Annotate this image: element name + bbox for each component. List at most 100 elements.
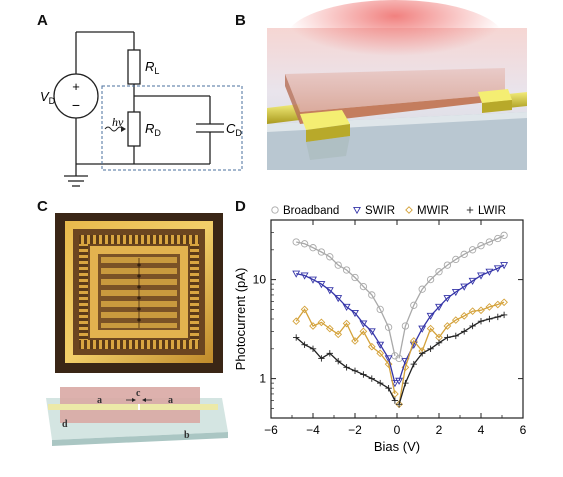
- data-point-mwir: [367, 342, 376, 351]
- fit-line-broadband-positive: [398, 234, 505, 359]
- data-point-swir: [317, 281, 326, 289]
- chart-legend: Broadband SWIR MWIR LWIR: [271, 205, 506, 217]
- data-point-mwir: [317, 318, 326, 327]
- data-point-broadband: [443, 261, 452, 269]
- data-point-swir: [443, 295, 452, 303]
- source-plus: +: [72, 79, 80, 94]
- data-point-mwir: [468, 307, 477, 315]
- device-label-a-left: a: [97, 395, 102, 406]
- x-tick-label: 4: [478, 423, 485, 437]
- data-point-broadband: [326, 253, 334, 261]
- fit-line-mwir-positive: [398, 301, 505, 405]
- data-point-broadband: [410, 301, 418, 309]
- panel-letter-a: A: [37, 12, 48, 29]
- fit-line-mwir-negative: [295, 308, 396, 395]
- data-point-broadband: [334, 261, 342, 269]
- device-label-c: c: [136, 388, 141, 399]
- legend-label-broadband: Broadband: [283, 205, 339, 217]
- data-point-swir: [435, 303, 443, 312]
- data-point-swir: [334, 295, 343, 303]
- data-point-broadband: [426, 275, 435, 284]
- y-tick-label: 10: [253, 273, 267, 287]
- data-point-swir: [359, 320, 368, 328]
- data-point-swir: [367, 328, 376, 336]
- data-point-broadband: [435, 268, 443, 276]
- data-point-swir: [395, 377, 404, 385]
- data-point-swir: [451, 288, 460, 297]
- data-point-swir: [351, 309, 359, 318]
- data-point-swir: [342, 303, 351, 312]
- data-point-broadband: [485, 238, 494, 246]
- data-point-broadband: [500, 231, 508, 239]
- data-point-broadband: [418, 285, 426, 293]
- data-point-mwir: [292, 317, 301, 326]
- device-3d-render: [267, 0, 527, 170]
- data-point-mwir: [426, 324, 435, 333]
- data-point-mwir: [391, 390, 399, 398]
- x-tick-label: 2: [436, 423, 443, 437]
- data-point-swir: [426, 312, 435, 321]
- data-point-broadband: [494, 234, 502, 243]
- data-point-broadband: [468, 246, 477, 254]
- data-point-swir: [418, 325, 427, 333]
- y-tick-label: 1: [259, 372, 266, 386]
- source-minus: −: [72, 97, 80, 113]
- data-point-broadband: [309, 244, 317, 252]
- data-point-broadband: [342, 266, 351, 274]
- data-point-mwir: [300, 305, 309, 314]
- data-point-mwir: [351, 337, 359, 345]
- cd-label: CD: [226, 121, 242, 138]
- panel-letter-d: D: [235, 198, 246, 215]
- hv-label: hν: [112, 115, 124, 129]
- data-point-swir: [325, 287, 334, 295]
- chart-fit-lines: [295, 234, 505, 405]
- data-point-mwir: [500, 298, 508, 307]
- detector-dashed-box: [101, 85, 243, 171]
- data-point-mwir: [359, 327, 368, 336]
- data-point-swir: [384, 355, 393, 363]
- fit-line-lwir-positive: [398, 314, 505, 405]
- rl-label: RL: [145, 59, 159, 76]
- fit-line-swir-negative: [296, 272, 396, 384]
- data-point-broadband: [460, 250, 468, 258]
- resistor-rd-icon: [127, 111, 141, 147]
- legend-marker-lwir: [466, 206, 474, 214]
- chart-ticks: −6 −4 −2 0 2 4 6 1 10: [253, 220, 527, 437]
- device-label-b: b: [184, 430, 190, 441]
- x-tick-label: −6: [264, 423, 278, 437]
- chart-ylabel: Photocurrent (pA): [233, 268, 248, 371]
- panel-letter-b: B: [235, 12, 246, 29]
- x-tick-label: −2: [348, 423, 362, 437]
- x-tick-label: 6: [520, 423, 527, 437]
- data-point-broadband: [376, 305, 384, 314]
- legend-label-mwir: MWIR: [417, 205, 449, 217]
- data-point-mwir: [342, 319, 351, 328]
- data-point-broadband: [292, 238, 300, 246]
- data-point-broadband: [477, 242, 485, 250]
- fit-line-broadband-negative: [296, 241, 396, 356]
- photon-wavy-arrow-icon: [104, 126, 124, 132]
- data-point-broadband: [300, 240, 309, 248]
- device-label-d: d: [62, 419, 68, 430]
- data-point-broadband: [317, 248, 326, 256]
- x-tick-label: 0: [394, 423, 401, 437]
- data-point-broadband: [368, 291, 376, 299]
- x-tick-label: −4: [306, 423, 320, 437]
- legend-marker-broadband: [271, 206, 279, 214]
- data-point-mwir: [384, 360, 393, 368]
- circuit-diagram: + − hν VD RL RD CD: [40, 31, 243, 187]
- panel-letter-c: C: [37, 198, 48, 215]
- rd-label: RD: [145, 121, 161, 138]
- legend-marker-mwir: [405, 206, 413, 214]
- vd-label: VD: [40, 89, 56, 106]
- legend-marker-swir: [353, 206, 361, 215]
- fit-line-lwir-negative: [295, 337, 396, 401]
- chart-xlabel: Bias (V): [374, 439, 420, 454]
- data-point-broadband: [452, 255, 460, 264]
- legend-label-lwir: LWIR: [478, 205, 506, 217]
- device-label-a-right: a: [168, 395, 173, 406]
- resistor-rl-icon: [127, 49, 141, 85]
- data-point-broadband: [384, 323, 393, 331]
